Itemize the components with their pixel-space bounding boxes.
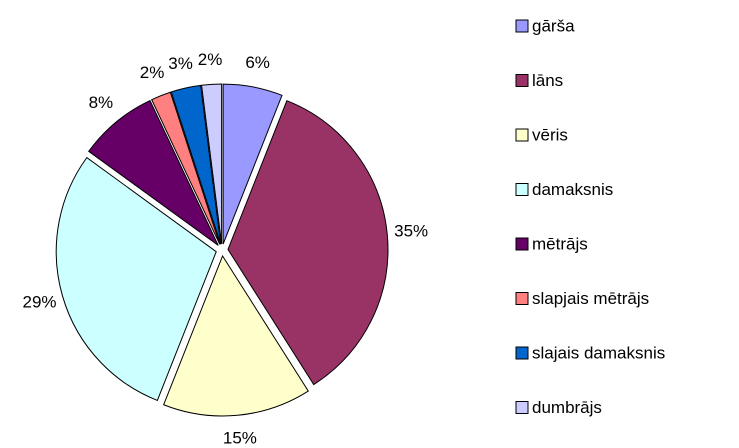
- legend-label: vēris: [532, 125, 568, 144]
- data-label: 29%: [23, 292, 57, 311]
- data-label: 6%: [245, 53, 270, 72]
- data-label: 3%: [168, 54, 193, 73]
- legend-label: dumbrājs: [532, 398, 602, 417]
- pie-slice: [170, 84, 222, 245]
- legend-swatch: [515, 74, 529, 87]
- legend-swatch: [515, 183, 529, 196]
- pie-slice: [227, 100, 389, 386]
- pie-slice: [151, 91, 221, 245]
- pie-slice: [88, 99, 219, 246]
- legend-label: damaksnis: [532, 180, 613, 199]
- pie-slice: [55, 156, 217, 402]
- data-label: 8%: [89, 93, 114, 112]
- pie-slice: [201, 83, 223, 245]
- legend-swatch: [515, 401, 529, 414]
- data-label: 2%: [198, 50, 223, 69]
- legend-label: lāns: [532, 71, 563, 90]
- legend-swatch: [515, 128, 529, 142]
- legend-label: mētrājs: [532, 234, 588, 253]
- data-label: 35%: [394, 222, 428, 241]
- legend-swatch: [515, 346, 529, 360]
- pie-slice: [163, 254, 309, 417]
- legend-swatch: [515, 292, 529, 305]
- data-label: 2%: [140, 63, 165, 82]
- legend-swatch: [515, 19, 529, 33]
- data-label: 15%: [223, 429, 257, 448]
- legend-label: slapjais mētrājs: [532, 289, 649, 308]
- legend-swatch: [515, 237, 529, 251]
- legend-label: slajais damaksnis: [532, 343, 665, 362]
- pie-slice: [222, 83, 283, 245]
- legend-label: gārša: [532, 16, 575, 35]
